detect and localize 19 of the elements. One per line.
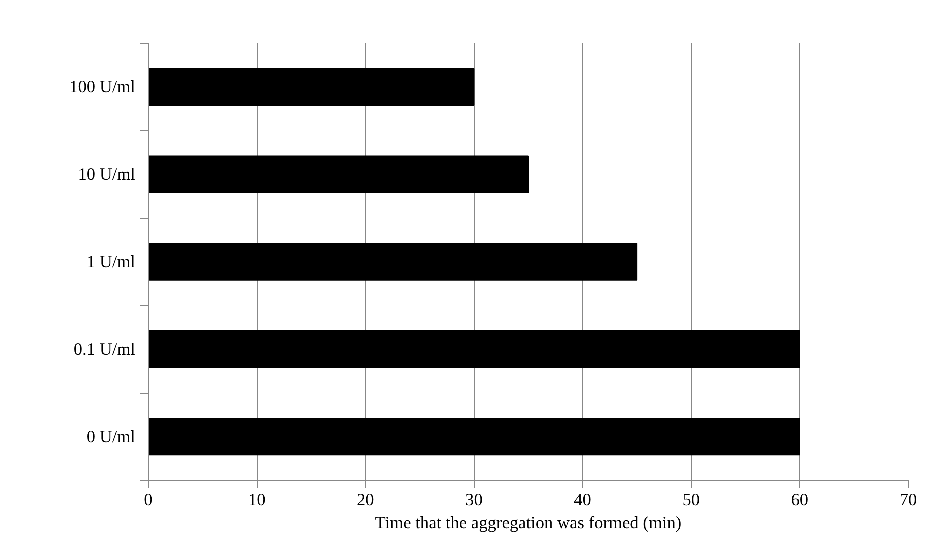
y-tick-label: 0.1 U/ml	[74, 340, 136, 359]
bar	[148, 330, 800, 368]
bar	[148, 243, 638, 281]
x-tick-label: 0	[144, 490, 153, 510]
x-tick-label: 40	[574, 490, 592, 510]
y-tick-label: 10 U/ml	[78, 165, 136, 184]
x-tick-label: 60	[791, 490, 809, 510]
y-tick-label: 0 U/ml	[86, 427, 136, 446]
x-tick-label: 10	[248, 490, 266, 510]
bar	[148, 156, 529, 194]
x-tick-label: 30	[466, 490, 483, 510]
y-tick-label: 100 U/ml	[70, 78, 136, 97]
x-axis-title: Time that the aggregation was formed (min)	[375, 514, 682, 532]
x-tick-label: 50	[682, 490, 700, 510]
x-tick-label: 70	[900, 490, 918, 510]
bar	[148, 418, 800, 456]
bar	[148, 68, 475, 106]
y-tick-label: 1 U/ml	[86, 252, 136, 272]
x-tick-label: 20	[356, 490, 374, 510]
